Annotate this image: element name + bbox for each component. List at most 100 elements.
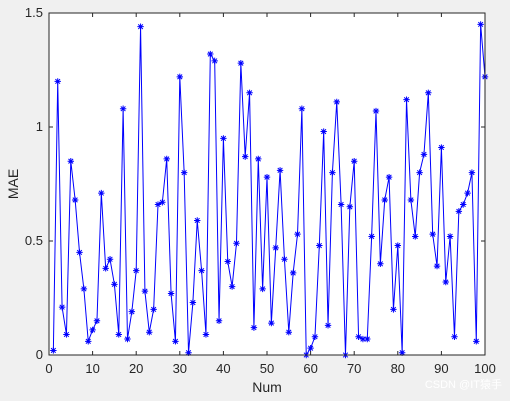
data-point-star: [211, 57, 218, 65]
data-point-star: [390, 306, 397, 313]
data-point-star: [150, 306, 157, 313]
data-point-star: [268, 319, 275, 327]
data-point-star: [333, 98, 340, 106]
data-point-star: [416, 169, 423, 176]
data-point-star: [289, 269, 297, 277]
data-point-star: [372, 107, 380, 115]
x-tick-layer: 0 10 20 30 40 50 60 70 80 90 100: [45, 13, 496, 376]
data-point-star: [355, 333, 362, 340]
data-point-star: [67, 158, 74, 165]
data-point-star: [215, 317, 223, 324]
data-point-star: [420, 151, 428, 158]
x-tick-label: 60: [303, 361, 317, 376]
data-point-star: [50, 347, 57, 354]
data-point-star: [311, 333, 319, 340]
data-point-star: [438, 144, 445, 151]
data-point-star: [263, 173, 271, 181]
data-point-star: [351, 158, 358, 165]
data-point-star: [294, 230, 301, 238]
data-point-star: [128, 308, 136, 315]
data-point-star: [119, 105, 127, 112]
y-tick-label: 1: [36, 119, 43, 134]
data-point-star: [359, 335, 367, 343]
data-point-star: [337, 201, 345, 208]
data-point-star: [111, 281, 118, 288]
data-point-star: [433, 262, 441, 270]
data-point-star: [154, 201, 162, 208]
data-point-star: [364, 335, 371, 343]
y-tick-layer: 0 0.5 1 1.5: [25, 5, 485, 362]
data-point-star: [141, 287, 149, 295]
data-point-star: [250, 324, 258, 331]
data-point-star: [276, 167, 284, 174]
data-point-star: [272, 244, 279, 252]
data-point-star: [442, 278, 449, 286]
x-tick-label: 50: [260, 361, 274, 376]
data-point-star: [220, 135, 227, 142]
x-tick-label: 20: [129, 361, 143, 376]
data-point-star: [368, 233, 375, 240]
data-point-star: [412, 233, 419, 240]
data-point-star: [163, 155, 170, 163]
data-point-star: [298, 105, 306, 112]
data-point-star: [329, 169, 336, 176]
data-point-star: [242, 153, 249, 160]
data-point-star: [58, 303, 66, 311]
data-point-star: [185, 349, 192, 356]
data-point-star: [85, 338, 92, 345]
x-tick-label: 100: [474, 361, 496, 376]
data-point-star: [407, 196, 415, 204]
data-point-star: [468, 169, 476, 176]
y-tick-label: 0: [36, 347, 43, 362]
data-point-star: [189, 299, 197, 306]
data-point-star: [237, 59, 245, 67]
y-axis-label: MAE: [5, 169, 21, 199]
data-point-star: [115, 331, 122, 338]
data-point-star: [473, 338, 480, 345]
data-point-star: [159, 199, 166, 206]
data-point-star: [455, 208, 463, 215]
data-point-star: [106, 256, 114, 263]
data-point-star: [98, 189, 105, 197]
x-tick-label: 70: [347, 361, 361, 376]
data-point-star: [89, 326, 96, 334]
data-point-star: [285, 329, 292, 336]
data-point-star: [464, 189, 471, 197]
x-tick-label: 90: [434, 361, 448, 376]
data-point-star: [394, 242, 401, 249]
data-point-star: [228, 283, 236, 290]
x-axis-label: Num: [252, 379, 282, 395]
data-point-star: [194, 217, 201, 224]
x-tick-label: 0: [45, 361, 52, 376]
series-layer: [50, 21, 489, 359]
data-point-star: [460, 201, 467, 208]
data-point-star: [385, 173, 393, 181]
data-point-star: [259, 285, 266, 293]
data-point-star: [477, 21, 484, 28]
data-point-star: [346, 203, 354, 210]
data-point-star: [281, 256, 288, 263]
data-point-star: [320, 128, 327, 135]
data-point-star: [93, 317, 101, 324]
data-point-star: [137, 23, 144, 30]
data-point-star: [398, 349, 406, 356]
data-point-star: [446, 233, 454, 240]
data-point-star: [316, 242, 323, 249]
data-point-star: [76, 249, 83, 256]
data-point-star: [167, 290, 175, 297]
x-tick-label: 80: [391, 361, 405, 376]
data-point-star: [425, 89, 432, 96]
x-tick-label: 40: [216, 361, 230, 376]
data-point-star: [255, 155, 262, 163]
data-point-star: [180, 169, 188, 176]
data-point-star: [176, 73, 183, 81]
data-point-star: [146, 329, 153, 336]
data-point-star: [202, 331, 210, 338]
data-point-star: [381, 196, 388, 204]
data-point-star: [324, 322, 332, 329]
data-point-star: [224, 258, 231, 265]
y-tick-label: 0.5: [25, 233, 43, 248]
y-tick-label: 1.5: [25, 5, 43, 20]
data-point-star: [429, 230, 436, 238]
